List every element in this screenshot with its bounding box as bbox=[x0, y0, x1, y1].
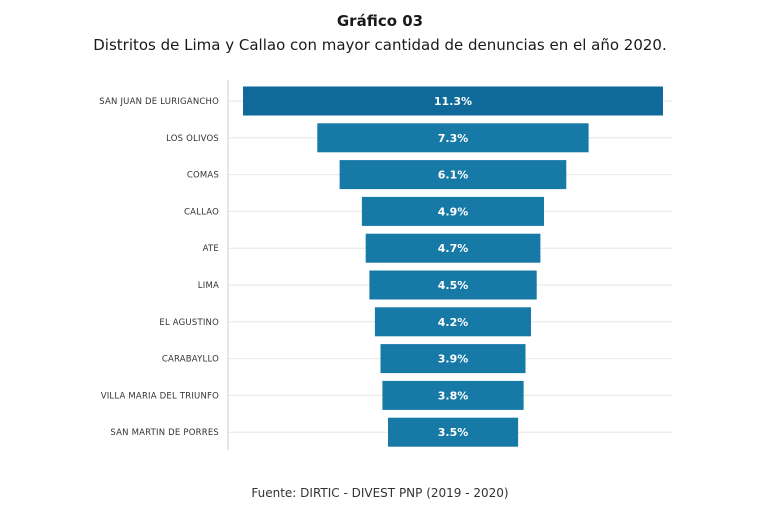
category-label: CALLAO bbox=[184, 207, 219, 217]
data-label: 4.5% bbox=[438, 279, 469, 292]
category-label: SAN JUAN DE LURIGANCHO bbox=[99, 97, 219, 107]
chart-source: Fuente: DIRTIC - DIVEST PNP (2019 - 2020… bbox=[251, 486, 509, 500]
category-label: SAN MARTIN DE PORRES bbox=[110, 428, 219, 438]
bar bbox=[361, 196, 544, 226]
data-label: 11.3% bbox=[434, 95, 472, 108]
chart-subtitle: Distritos de Lima y Callao con mayor can… bbox=[93, 36, 667, 54]
data-label: 3.9% bbox=[438, 353, 469, 366]
data-label: 4.2% bbox=[438, 316, 469, 329]
bar bbox=[317, 123, 589, 153]
category-label: ATE bbox=[203, 244, 219, 254]
data-label: 4.7% bbox=[438, 242, 469, 255]
bar bbox=[382, 380, 524, 410]
bar bbox=[380, 344, 526, 374]
bar bbox=[369, 270, 537, 300]
bar bbox=[243, 86, 663, 116]
data-label: 3.8% bbox=[438, 389, 469, 402]
category-label: LOS OLIVOS bbox=[166, 134, 219, 144]
bar bbox=[365, 233, 541, 263]
chart-title: Gráfico 03 bbox=[336, 12, 424, 30]
data-label: 6.1% bbox=[438, 169, 469, 182]
bar bbox=[374, 307, 531, 337]
bar bbox=[339, 160, 567, 190]
category-label: EL AGUSTINO bbox=[159, 318, 219, 328]
data-label: 4.9% bbox=[438, 205, 469, 218]
category-label: LIMA bbox=[198, 281, 219, 291]
category-label: COMAS bbox=[187, 171, 219, 181]
bar bbox=[388, 417, 519, 447]
data-label: 3.5% bbox=[438, 426, 469, 439]
data-label: 7.3% bbox=[438, 132, 469, 145]
category-label: VILLA MARIA DEL TRIUNFO bbox=[101, 391, 219, 401]
category-label: CARABAYLLO bbox=[162, 355, 219, 365]
